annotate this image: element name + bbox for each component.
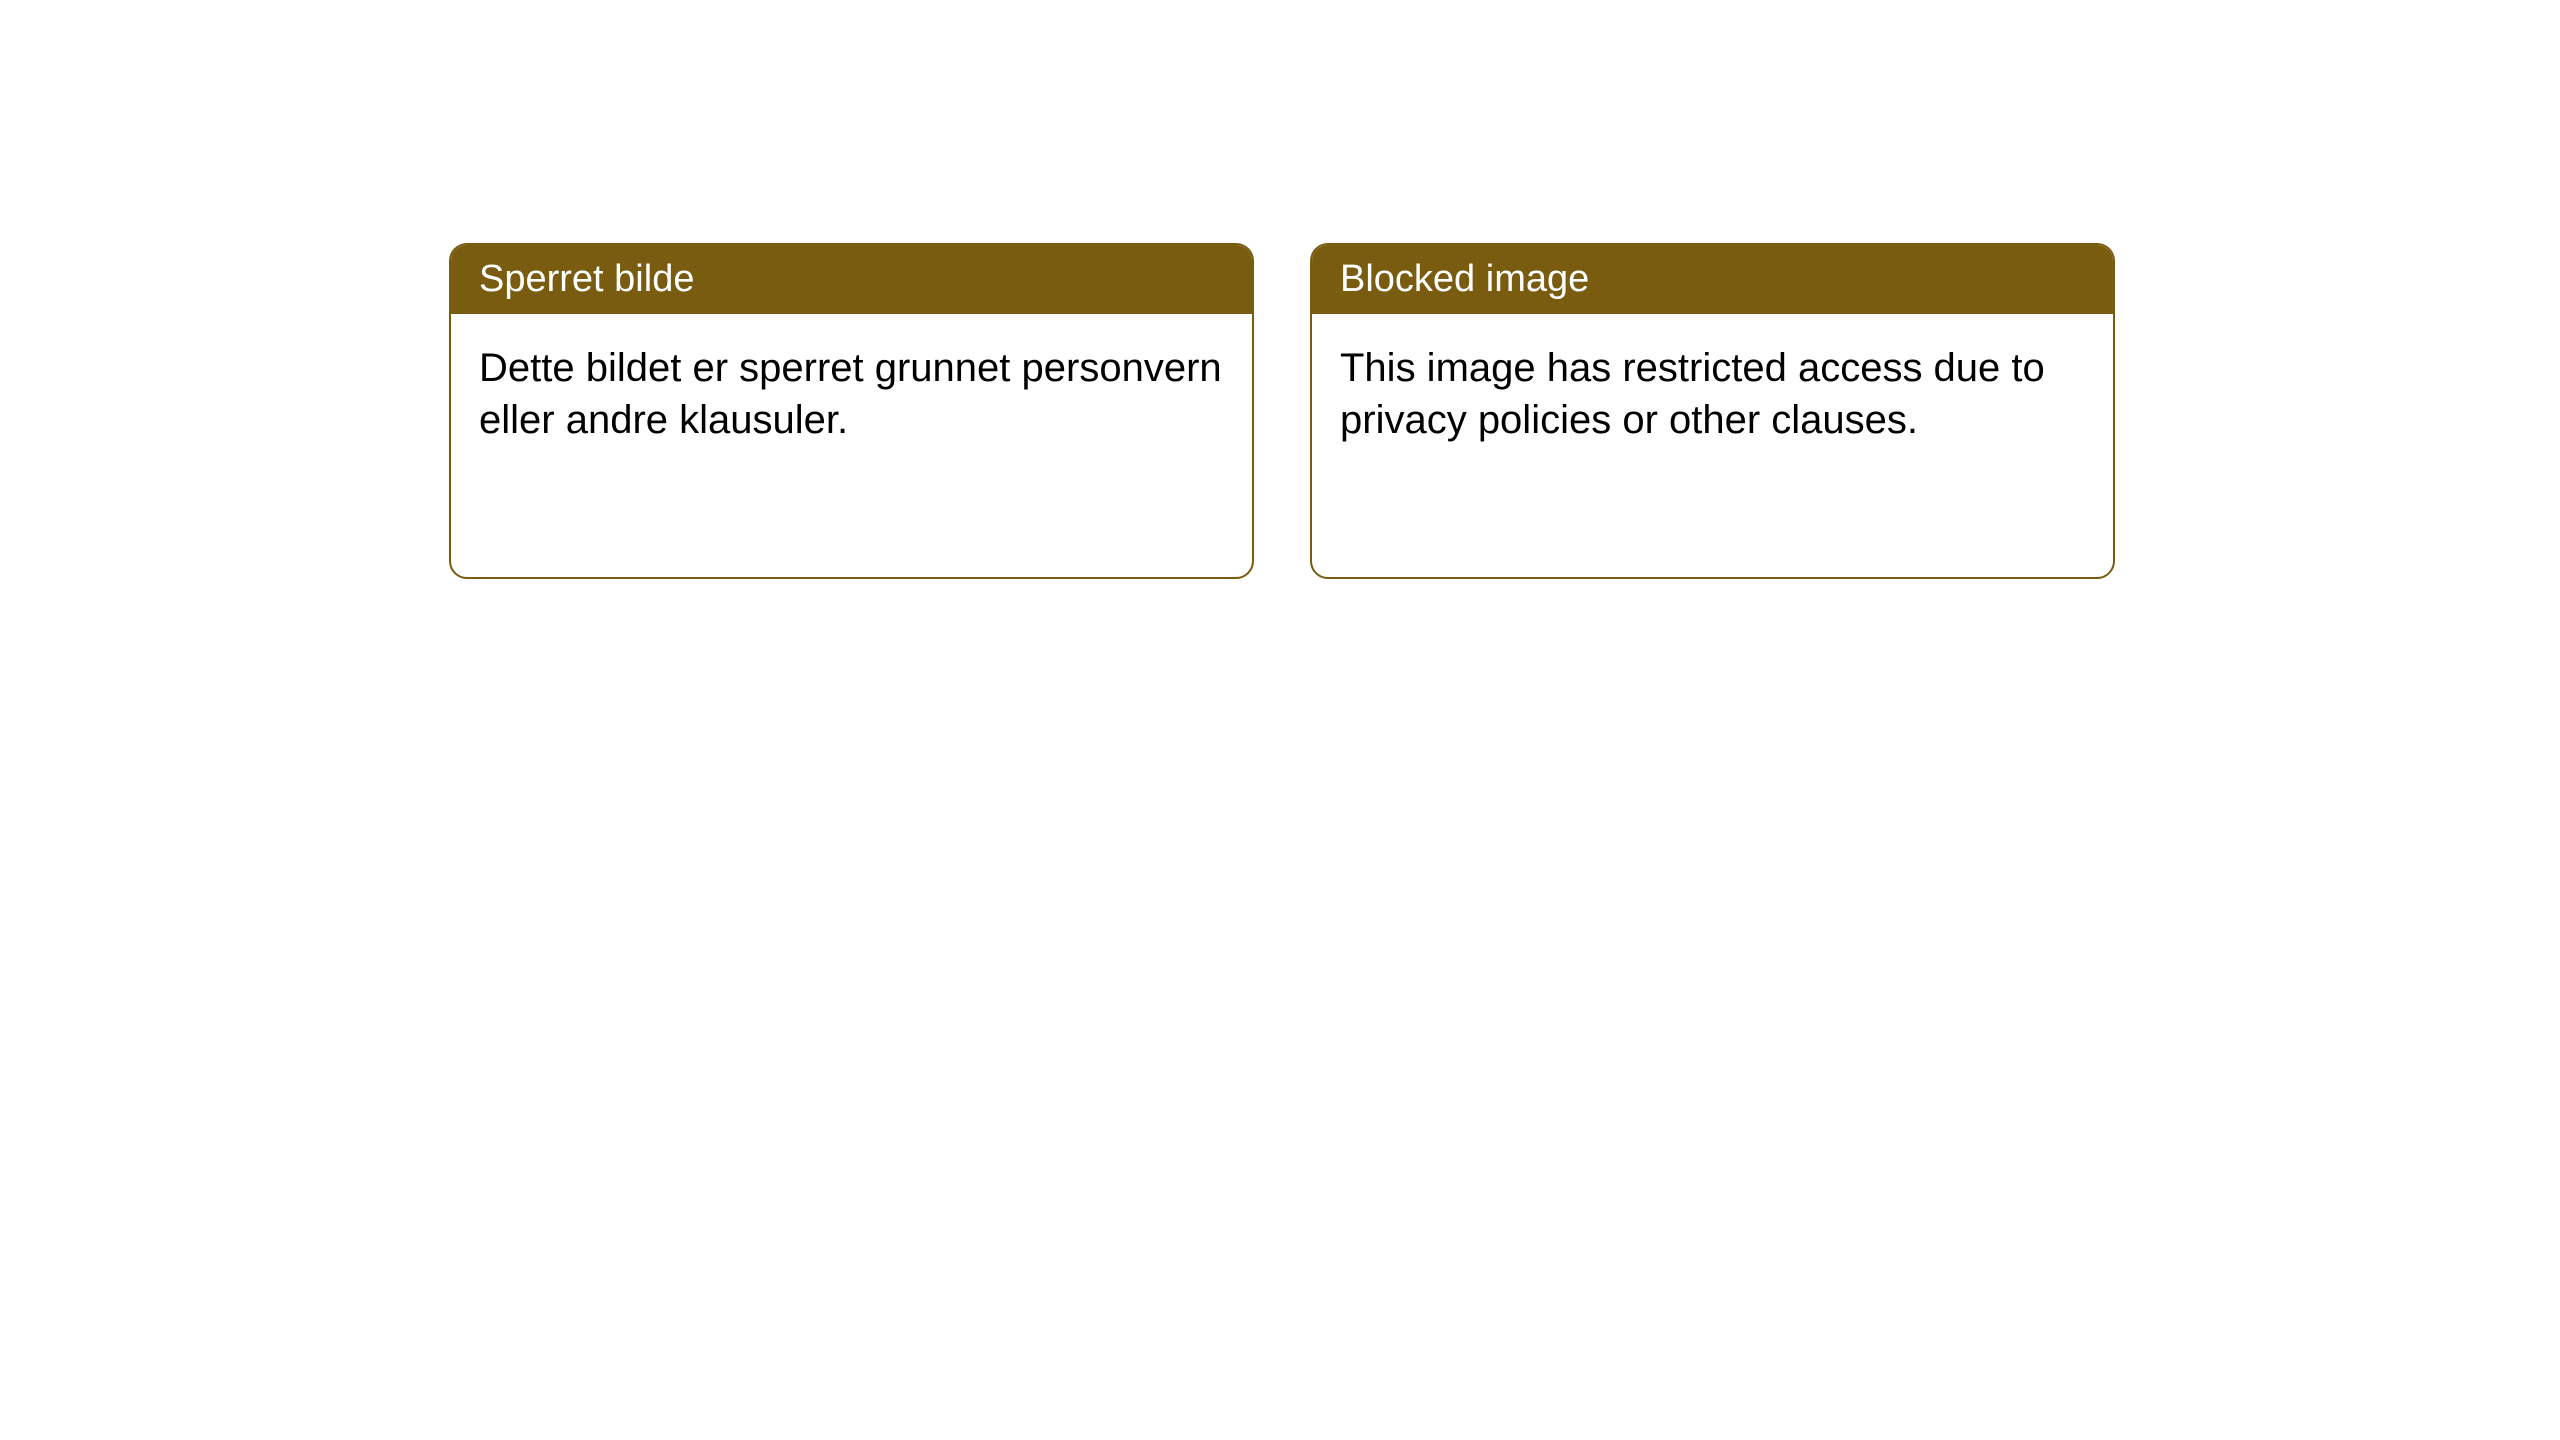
notice-card-english: Blocked image This image has restricted … xyxy=(1310,243,2115,579)
notice-body: Dette bildet er sperret grunnet personve… xyxy=(451,314,1252,474)
notice-header: Sperret bilde xyxy=(451,245,1252,314)
notice-body: This image has restricted access due to … xyxy=(1312,314,2113,474)
notice-header: Blocked image xyxy=(1312,245,2113,314)
notice-container: Sperret bilde Dette bildet er sperret gr… xyxy=(0,0,2560,579)
notice-card-norwegian: Sperret bilde Dette bildet er sperret gr… xyxy=(449,243,1254,579)
